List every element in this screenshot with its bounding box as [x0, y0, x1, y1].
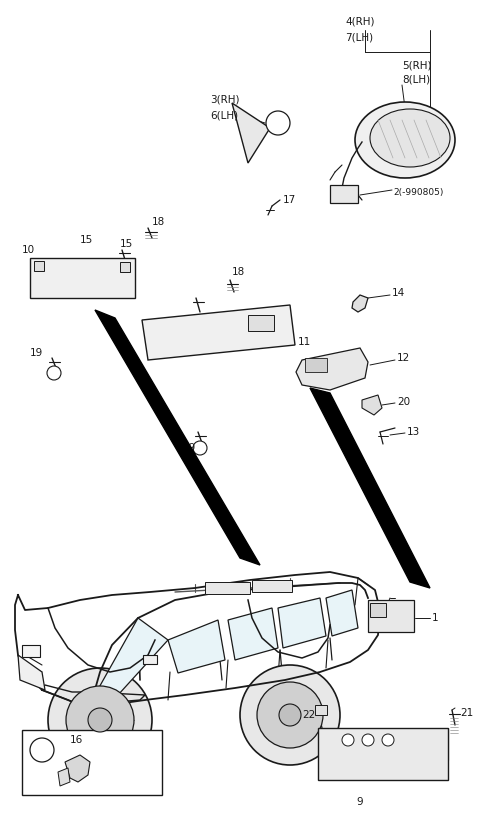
Text: 21: 21: [460, 708, 473, 718]
Polygon shape: [168, 620, 225, 673]
Circle shape: [66, 686, 134, 754]
Text: a: a: [275, 119, 281, 128]
Bar: [205, 582, 250, 594]
Text: 16: 16: [70, 735, 83, 745]
Circle shape: [362, 734, 374, 746]
Circle shape: [342, 734, 354, 746]
Text: 1: 1: [432, 613, 439, 623]
Text: 15: 15: [120, 239, 133, 249]
Text: 11: 11: [298, 337, 311, 347]
Polygon shape: [92, 618, 168, 700]
Text: 6(LH): 6(LH): [210, 111, 238, 121]
Circle shape: [30, 738, 54, 762]
Bar: [368, 600, 414, 632]
Text: 19: 19: [183, 443, 196, 453]
Polygon shape: [326, 590, 358, 636]
Circle shape: [257, 682, 323, 748]
Circle shape: [266, 111, 290, 135]
Circle shape: [382, 734, 394, 746]
Polygon shape: [296, 348, 368, 390]
Text: 19: 19: [30, 348, 43, 358]
Text: 14: 14: [392, 288, 405, 298]
Polygon shape: [95, 310, 260, 565]
Polygon shape: [18, 655, 45, 690]
Polygon shape: [352, 295, 368, 312]
Text: 9: 9: [357, 797, 363, 807]
Circle shape: [88, 708, 112, 732]
Bar: [252, 580, 292, 592]
Polygon shape: [58, 768, 70, 786]
Bar: [248, 315, 274, 331]
Text: 7(LH): 7(LH): [345, 32, 373, 42]
Circle shape: [279, 704, 301, 726]
Polygon shape: [65, 755, 90, 782]
Text: 18: 18: [232, 267, 245, 277]
Bar: [120, 262, 130, 272]
Text: 10: 10: [22, 245, 35, 255]
Text: 3(RH): 3(RH): [210, 95, 240, 105]
Text: 4(RH): 4(RH): [345, 17, 374, 27]
Polygon shape: [310, 388, 430, 588]
Circle shape: [47, 366, 61, 380]
Circle shape: [240, 665, 340, 765]
Bar: [330, 185, 358, 203]
Text: 22: 22: [302, 710, 315, 720]
Text: 20: 20: [397, 397, 410, 407]
Circle shape: [193, 441, 207, 455]
Polygon shape: [142, 305, 295, 360]
Ellipse shape: [370, 109, 450, 167]
Polygon shape: [228, 608, 278, 660]
Bar: [30, 258, 135, 298]
Bar: [318, 728, 448, 780]
Text: 2(-990805): 2(-990805): [393, 187, 444, 196]
Polygon shape: [232, 103, 270, 163]
Bar: [22, 645, 40, 657]
Bar: [315, 705, 327, 715]
Text: 5(RH): 5(RH): [402, 60, 432, 70]
Bar: [22, 730, 162, 795]
Text: a: a: [39, 745, 45, 754]
Text: 8(LH): 8(LH): [402, 75, 430, 85]
Bar: [143, 655, 157, 664]
Circle shape: [48, 668, 152, 772]
Ellipse shape: [355, 102, 455, 178]
Bar: [305, 358, 327, 372]
Bar: [370, 603, 386, 617]
Bar: [34, 261, 44, 271]
Text: 13: 13: [407, 427, 420, 437]
Polygon shape: [362, 395, 382, 415]
Text: 15: 15: [80, 235, 93, 245]
Polygon shape: [278, 598, 326, 648]
Text: 18: 18: [152, 217, 165, 227]
Text: 12: 12: [397, 353, 410, 363]
Text: 17: 17: [283, 195, 296, 205]
